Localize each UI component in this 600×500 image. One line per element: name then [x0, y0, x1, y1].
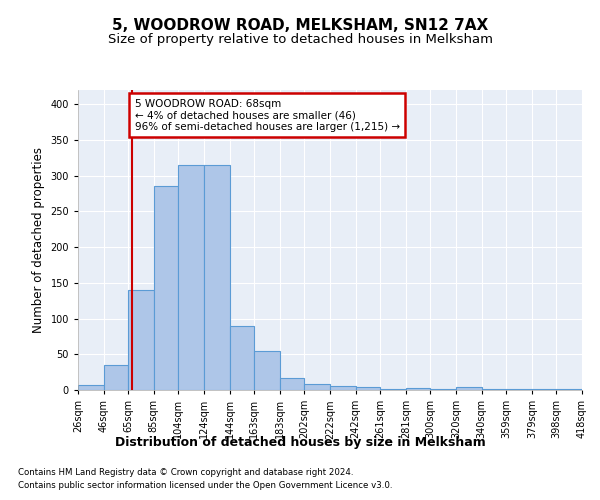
Bar: [204, 165, 230, 390]
Bar: [104, 365, 128, 390]
Text: 5 WOODROW ROAD: 68sqm
← 4% of detached houses are smaller (46)
96% of semi-detac: 5 WOODROW ROAD: 68sqm ← 4% of detached h…: [134, 98, 400, 132]
Bar: [304, 384, 330, 390]
Bar: [556, 388, 582, 390]
Bar: [280, 378, 304, 390]
Text: Size of property relative to detached houses in Melksham: Size of property relative to detached ho…: [107, 32, 493, 46]
Bar: [356, 387, 380, 390]
Bar: [254, 350, 280, 390]
Bar: [154, 186, 178, 390]
Bar: [178, 165, 204, 390]
Text: Contains public sector information licensed under the Open Government Licence v3: Contains public sector information licen…: [18, 482, 392, 490]
Text: 5, WOODROW ROAD, MELKSHAM, SN12 7AX: 5, WOODROW ROAD, MELKSHAM, SN12 7AX: [112, 18, 488, 32]
Text: Contains HM Land Registry data © Crown copyright and database right 2024.: Contains HM Land Registry data © Crown c…: [18, 468, 353, 477]
Y-axis label: Number of detached properties: Number of detached properties: [32, 147, 45, 333]
Bar: [406, 388, 430, 390]
Bar: [128, 290, 154, 390]
Bar: [380, 388, 406, 390]
Bar: [456, 387, 482, 390]
Text: Distribution of detached houses by size in Melksham: Distribution of detached houses by size …: [115, 436, 485, 449]
Bar: [230, 326, 254, 390]
Bar: [78, 385, 104, 390]
Bar: [330, 386, 356, 390]
